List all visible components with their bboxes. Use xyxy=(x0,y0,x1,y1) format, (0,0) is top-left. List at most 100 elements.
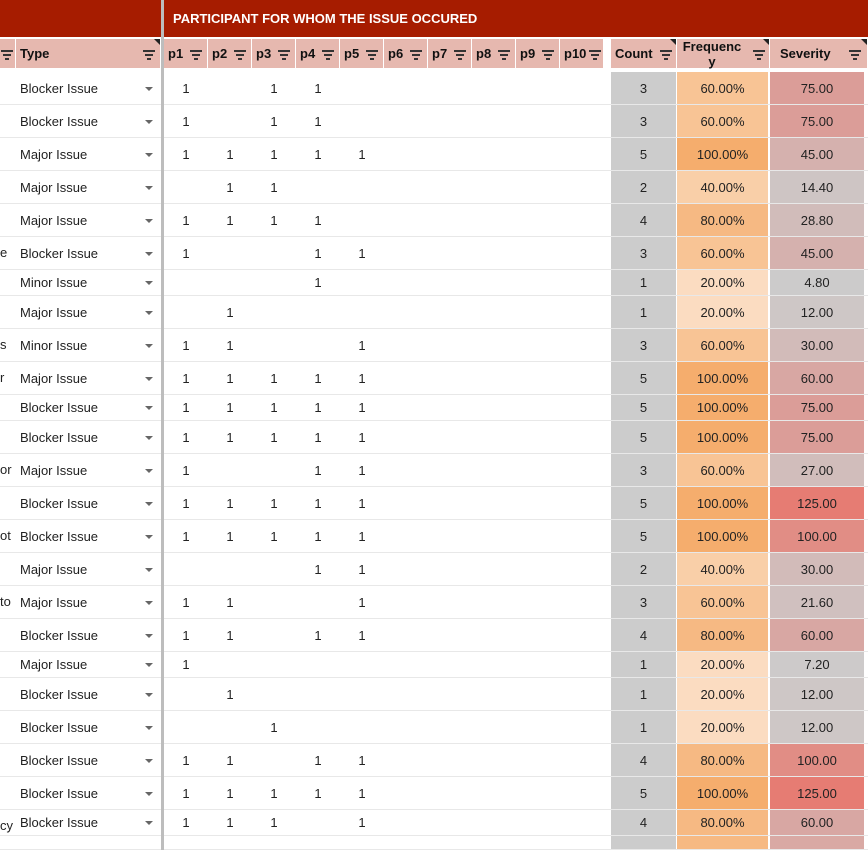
participant-cell-p4[interactable] xyxy=(307,810,329,835)
column-header-p6[interactable]: p6 xyxy=(384,37,428,68)
participant-cell-p8[interactable] xyxy=(483,810,505,835)
filter-icon[interactable] xyxy=(366,50,378,60)
participant-cell-p10[interactable] xyxy=(571,678,593,710)
participant-cell-p2[interactable]: 1 xyxy=(226,686,234,702)
participant-cell-p5[interactable]: 1 xyxy=(358,337,366,353)
issue-type-dropdown[interactable]: Blocker Issue xyxy=(20,395,160,420)
issue-type-dropdown[interactable]: Blocker Issue xyxy=(20,421,160,453)
participant-cell-p7[interactable] xyxy=(439,296,461,328)
participant-cell-p8[interactable] xyxy=(483,520,505,552)
dropdown-arrow-icon[interactable] xyxy=(145,219,153,223)
participant-cell-p2[interactable] xyxy=(219,72,241,104)
participant-cell-p2[interactable]: 1 xyxy=(226,528,234,544)
participant-cell-p8[interactable] xyxy=(483,487,505,519)
count-cell[interactable]: 5 xyxy=(611,138,676,170)
participant-cell-p6[interactable] xyxy=(395,105,417,137)
participant-cell-p10[interactable] xyxy=(571,553,593,585)
column-header-count[interactable]: Count xyxy=(611,37,677,68)
participant-cell-p3[interactable] xyxy=(263,553,285,585)
participant-cell-p7[interactable] xyxy=(439,204,461,236)
issue-type-dropdown[interactable]: Minor Issue xyxy=(20,329,160,361)
participant-cell-p4[interactable] xyxy=(307,171,329,203)
participant-cell-p9[interactable] xyxy=(527,138,549,170)
participant-cell-p10[interactable] xyxy=(571,237,593,269)
participant-cell-p1[interactable]: 1 xyxy=(182,212,190,228)
participant-cell-p7[interactable] xyxy=(439,711,461,743)
participant-cell-p7[interactable] xyxy=(439,329,461,361)
count-cell[interactable]: 5 xyxy=(611,421,676,453)
participant-cell-p2[interactable]: 1 xyxy=(226,594,234,610)
issue-type-dropdown[interactable]: Minor Issue xyxy=(20,270,160,295)
severity-cell[interactable] xyxy=(770,836,864,849)
participant-cell-p5[interactable]: 1 xyxy=(358,627,366,643)
participant-cell-p6[interactable] xyxy=(395,138,417,170)
participant-cell-p2[interactable]: 1 xyxy=(226,337,234,353)
participant-cell-p1[interactable]: 1 xyxy=(182,657,190,672)
frequency-cell[interactable] xyxy=(677,836,768,849)
participant-cell-p3[interactable] xyxy=(263,237,285,269)
count-cell[interactable]: 3 xyxy=(611,586,676,618)
participant-cell-p10[interactable] xyxy=(571,777,593,809)
participant-cell-p10[interactable] xyxy=(571,329,593,361)
participant-cell-p5[interactable]: 1 xyxy=(358,594,366,610)
severity-cell[interactable]: 12.00 xyxy=(770,678,864,710)
participant-cell-p3[interactable]: 1 xyxy=(270,528,278,544)
participant-cell-p2[interactable]: 1 xyxy=(226,627,234,643)
frequency-cell[interactable]: 60.00% xyxy=(677,105,768,137)
filter-icon[interactable] xyxy=(589,50,601,60)
issue-type-dropdown[interactable]: Blocker Issue xyxy=(20,711,160,743)
dropdown-arrow-icon[interactable] xyxy=(145,120,153,124)
participant-cell-p9[interactable] xyxy=(527,619,549,651)
participant-cell-p4[interactable]: 1 xyxy=(314,80,322,96)
participant-cell-p9[interactable] xyxy=(527,487,549,519)
participant-cell-p9[interactable] xyxy=(527,270,549,295)
participant-cell-p9[interactable] xyxy=(527,204,549,236)
dropdown-arrow-icon[interactable] xyxy=(145,634,153,638)
issue-type-dropdown[interactable]: Blocker Issue xyxy=(20,744,160,776)
participant-cell-p10[interactable] xyxy=(571,520,593,552)
participant-cell-p2[interactable] xyxy=(219,270,241,295)
severity-cell[interactable]: 75.00 xyxy=(770,105,864,137)
participant-cell-p5[interactable]: 1 xyxy=(358,429,366,445)
dropdown-arrow-icon[interactable] xyxy=(145,377,153,381)
count-cell[interactable]: 5 xyxy=(611,777,676,809)
severity-cell[interactable]: 100.00 xyxy=(770,520,864,552)
frequency-cell[interactable]: 80.00% xyxy=(677,810,768,835)
participant-cell-p8[interactable] xyxy=(483,421,505,453)
participant-cell-p6[interactable] xyxy=(395,329,417,361)
participant-cell-p7[interactable] xyxy=(439,553,461,585)
participant-cell-p6[interactable] xyxy=(395,810,417,835)
participant-cell-p3[interactable] xyxy=(263,678,285,710)
participant-cell-p1[interactable] xyxy=(175,296,197,328)
participant-cell-p7[interactable] xyxy=(439,810,461,835)
participant-cell-p1[interactable]: 1 xyxy=(182,627,190,643)
participant-cell-p1[interactable] xyxy=(175,678,197,710)
participant-cell-p9[interactable] xyxy=(527,678,549,710)
participant-cell-p5[interactable] xyxy=(351,171,373,203)
issue-type-dropdown[interactable]: Blocker Issue xyxy=(20,520,160,552)
participant-cell-p5[interactable]: 1 xyxy=(358,245,366,261)
column-header-p1[interactable]: p1 xyxy=(164,37,208,68)
participant-cell-p4[interactable]: 1 xyxy=(314,495,322,511)
issue-type-dropdown[interactable]: Blocker Issue xyxy=(20,678,160,710)
participant-cell-p7[interactable] xyxy=(439,586,461,618)
participant-cell-p1[interactable]: 1 xyxy=(182,400,190,415)
participant-cell-p6[interactable] xyxy=(395,395,417,420)
count-cell[interactable]: 4 xyxy=(611,744,676,776)
participant-cell-p9[interactable] xyxy=(527,553,549,585)
dropdown-arrow-icon[interactable] xyxy=(145,87,153,91)
dropdown-arrow-icon[interactable] xyxy=(145,726,153,730)
filter-icon[interactable] xyxy=(753,50,765,60)
column-header-p9[interactable]: p9 xyxy=(516,37,560,68)
severity-cell[interactable]: 4.80 xyxy=(770,270,864,295)
participant-cell-p6[interactable] xyxy=(395,586,417,618)
filter-icon[interactable] xyxy=(143,50,155,60)
participant-cell-p8[interactable] xyxy=(483,652,505,677)
participant-cell-p10[interactable] xyxy=(571,711,593,743)
issue-type-dropdown[interactable]: Major Issue xyxy=(20,362,160,394)
participant-cell-p4[interactable]: 1 xyxy=(314,561,322,577)
frequency-cell[interactable]: 60.00% xyxy=(677,237,768,269)
frequency-cell[interactable]: 100.00% xyxy=(677,362,768,394)
count-cell[interactable]: 4 xyxy=(611,619,676,651)
participant-cell-p10[interactable] xyxy=(571,296,593,328)
